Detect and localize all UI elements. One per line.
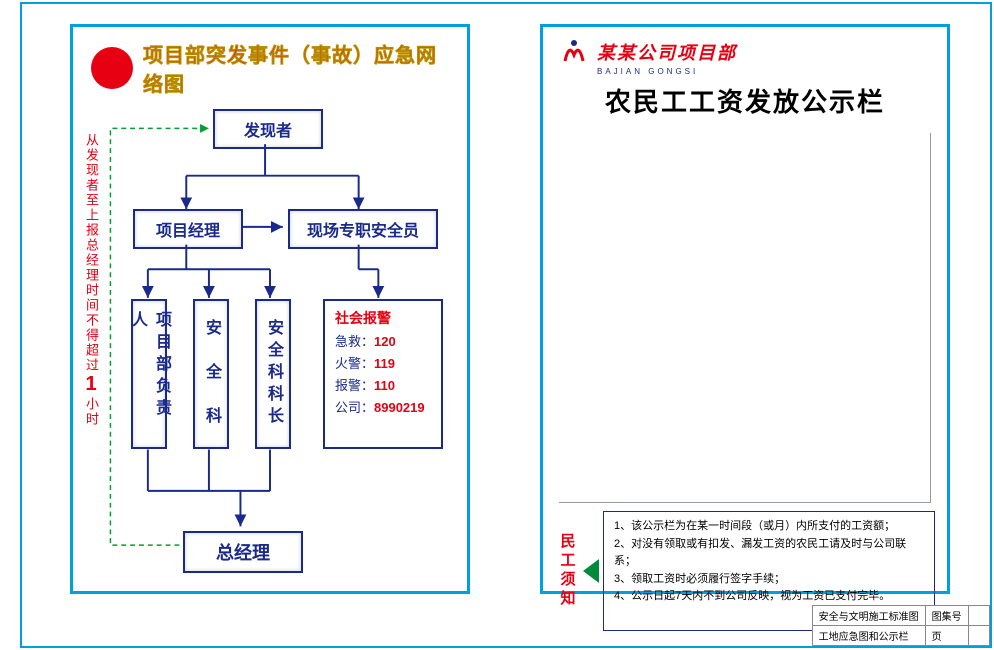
footer-cell bbox=[968, 626, 989, 646]
node-safety-dept: 安 全 科 bbox=[193, 299, 229, 449]
footer-cell: 安全与文明施工标准图 bbox=[812, 606, 925, 626]
note-number: 1 bbox=[77, 373, 105, 397]
notice-label: 民工须知 bbox=[555, 511, 579, 631]
footer-cell: 工地应急图和公示栏 bbox=[812, 626, 925, 646]
board-blank-area bbox=[559, 133, 931, 503]
wage-board-panel: 某某公司项目部 BAJIAN GONGSI 农民工工资发放公示栏 民工须知 1、… bbox=[540, 24, 950, 594]
alarm-row: 火警：119 bbox=[335, 353, 431, 375]
alarm-row: 报警：110 bbox=[335, 375, 431, 397]
board-title: 农民工工资发放公示栏 bbox=[559, 82, 931, 119]
time-limit-note: 从发现者至上报总经理时间不得超过1小时 bbox=[87, 133, 105, 427]
left-title: 项目部突发事件（事故）应急网络图 bbox=[143, 39, 449, 97]
alarm-box: 社会报警 急救：120 火警：119 报警：110 公司：8990219 bbox=[323, 299, 443, 449]
node-gm: 总经理 bbox=[183, 531, 303, 573]
company-name: 某某公司项目部 bbox=[597, 39, 737, 65]
node-pm: 项目经理 bbox=[133, 209, 243, 249]
company-subtitle: BAJIAN GONGSI bbox=[597, 67, 931, 76]
notice-item: 1、该公示栏为在某一时间段（或月）内所支付的工资额； bbox=[614, 518, 924, 536]
company-row: 某某公司项目部 bbox=[559, 37, 931, 67]
footer-cell: 图集号 bbox=[925, 606, 968, 626]
company-logo-icon bbox=[559, 37, 589, 67]
node-safety-chief: 安全科科长 bbox=[255, 299, 291, 449]
node-safety-officer: 现场专职安全员 bbox=[288, 209, 438, 249]
node-proj-dept-head: 项目部负责人 bbox=[131, 299, 167, 449]
footer-table: 安全与文明施工标准图图集号 工地应急图和公示栏页 bbox=[812, 605, 990, 646]
red-dot-icon bbox=[91, 47, 133, 89]
notice-item: 2、对没有领取或有扣发、漏发工资的农民工请及时与公司联系； bbox=[614, 536, 924, 571]
alarm-row: 急救：120 bbox=[335, 331, 431, 353]
emergency-network-panel: 项目部突发事件（事故）应急网络图 从发现者至上报总经理时间不得超过1小时 发现者… bbox=[70, 24, 470, 594]
triangle-icon bbox=[583, 559, 599, 583]
left-header: 项目部突发事件（事故）应急网络图 bbox=[73, 27, 467, 103]
node-discoverer: 发现者 bbox=[213, 109, 323, 149]
note-suffix: 小时 bbox=[84, 397, 99, 427]
footer-cell: 页 bbox=[925, 626, 968, 646]
notice-item: 3、领取工资时必须履行签字手续； bbox=[614, 571, 924, 589]
notice-item: 4、公示日起7天内不到公司反映，视为工资已支付完毕。 bbox=[614, 588, 924, 606]
right-header: 某某公司项目部 BAJIAN GONGSI 农民工工资发放公示栏 bbox=[543, 27, 947, 123]
footer-cell bbox=[968, 606, 989, 626]
alarm-row: 公司：8990219 bbox=[335, 397, 431, 419]
note-text: 从发现者至上报总经理时间不得超过 bbox=[84, 133, 99, 373]
alarm-title: 社会报警 bbox=[335, 307, 431, 331]
flowchart-area: 从发现者至上报总经理时间不得超过1小时 发现者 项目经理 现场专职安全员 项目部… bbox=[73, 103, 467, 603]
